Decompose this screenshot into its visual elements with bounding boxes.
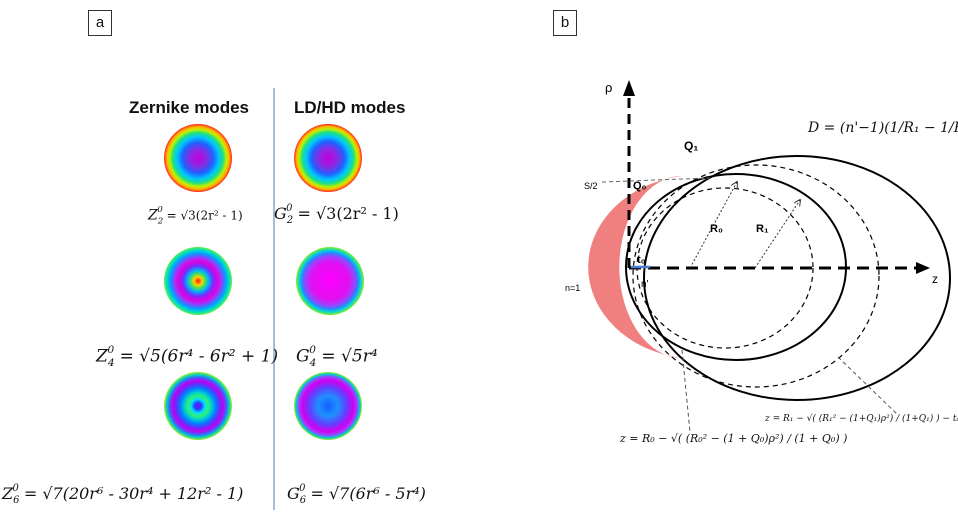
rho-axis-arrow xyxy=(623,80,635,96)
rho-label: ρ xyxy=(605,80,612,95)
r1-label: R₁ xyxy=(756,223,769,235)
q0-label: Q₀ xyxy=(633,180,647,192)
r0-label: R₀ xyxy=(710,223,723,235)
z-axis-arrow xyxy=(916,262,930,274)
conic-q1-ellipse xyxy=(633,165,879,387)
power-formula: D = (n'−1)(1/R₁ − 1/R₀) xyxy=(808,120,958,136)
sag-equation-r0: z = R₀ − √( (R₀² − (1 + Q₀)ρ²) / (1 + Q₀… xyxy=(620,432,847,445)
z-label: z xyxy=(932,272,938,286)
n1-label: n=1 xyxy=(565,283,580,293)
n-prime-label: n' xyxy=(641,279,649,290)
s-half-label: S/2 xyxy=(584,181,598,191)
q1-label: Q₁ xyxy=(684,139,698,153)
sag-equation-r1: z = R₁ − √( (R₁² − (1+Q₁)ρ²) / (1+Q₁) ) … xyxy=(765,414,958,424)
t0-label: t₀ xyxy=(637,254,646,266)
surface-r1-ellipse xyxy=(644,156,950,400)
